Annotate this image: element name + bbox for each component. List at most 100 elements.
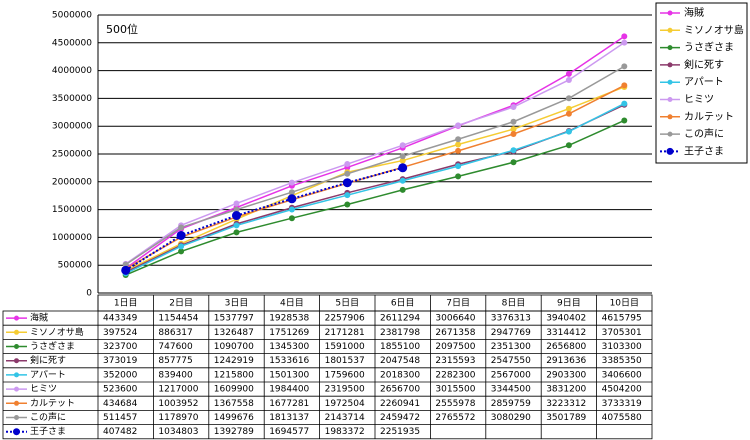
marker bbox=[178, 248, 185, 255]
table-row-label: ミソノオサ島 bbox=[30, 326, 84, 338]
table-cell: 2257906 bbox=[325, 314, 365, 324]
marker bbox=[399, 142, 406, 149]
legend-marker bbox=[666, 147, 674, 155]
table-cell: 1154454 bbox=[158, 314, 198, 324]
table-cell: 2097500 bbox=[435, 342, 475, 352]
marker bbox=[565, 95, 572, 102]
marker bbox=[232, 211, 241, 221]
table-cell: 857775 bbox=[158, 356, 192, 366]
table-cell: 3385350 bbox=[602, 356, 642, 366]
legend-marker bbox=[14, 415, 19, 420]
marker bbox=[621, 82, 628, 89]
table-cell: 3705301 bbox=[602, 328, 642, 338]
marker bbox=[178, 243, 185, 250]
table-row-label: アパート bbox=[30, 369, 66, 380]
marker bbox=[399, 177, 406, 184]
y-tick-label: 4500000 bbox=[52, 38, 92, 48]
marker bbox=[455, 163, 462, 170]
y-tick-label: 4000000 bbox=[52, 66, 92, 76]
marker bbox=[178, 224, 185, 231]
marker bbox=[342, 178, 352, 188]
legend-label: 海賊 bbox=[684, 6, 704, 19]
marker bbox=[122, 261, 129, 268]
table-cell: 2143714 bbox=[325, 413, 365, 423]
table-cell: 1090700 bbox=[214, 342, 254, 352]
series-line bbox=[125, 41, 625, 265]
table-cell: 1345300 bbox=[269, 342, 309, 352]
legend-marker bbox=[667, 97, 673, 102]
marker bbox=[565, 105, 572, 112]
marker bbox=[344, 192, 351, 199]
marker bbox=[510, 104, 517, 111]
table-row-label: 剣に死す bbox=[30, 355, 66, 366]
legend-marker bbox=[13, 428, 20, 436]
table-cell: 1034803 bbox=[158, 427, 198, 437]
table-cell: 1855100 bbox=[380, 342, 420, 352]
marker bbox=[510, 126, 517, 133]
marker bbox=[344, 170, 351, 177]
table-cell: 3344500 bbox=[491, 385, 531, 395]
table-cell: 523600 bbox=[103, 385, 138, 395]
table-cell: 3406600 bbox=[602, 370, 642, 380]
table-cell: 2547550 bbox=[491, 356, 531, 366]
table-cell: 397524 bbox=[103, 328, 138, 338]
marker bbox=[398, 163, 408, 173]
x-tick-label: 1日目 bbox=[114, 298, 138, 309]
marker bbox=[621, 33, 628, 40]
marker bbox=[344, 161, 351, 168]
table-cell: 1501300 bbox=[269, 370, 309, 380]
series-line bbox=[125, 166, 403, 272]
y-tick-label: 3000000 bbox=[52, 122, 92, 132]
marker bbox=[233, 206, 240, 213]
marker bbox=[233, 200, 240, 207]
table-cell: 2611294 bbox=[380, 314, 420, 324]
table-cell: 747600 bbox=[158, 342, 193, 352]
table-cell: 3080290 bbox=[491, 413, 531, 423]
series-line bbox=[125, 119, 625, 276]
legend-label: ヒミツ bbox=[684, 94, 714, 106]
y-tick-label: 2000000 bbox=[52, 177, 92, 187]
marker bbox=[565, 70, 572, 77]
table-cell: 2018300 bbox=[380, 370, 420, 380]
x-tick-label: 2日目 bbox=[169, 298, 193, 309]
y-tick-label: 1500000 bbox=[52, 205, 92, 215]
legend-marker bbox=[14, 358, 19, 364]
marker bbox=[287, 194, 297, 204]
table-cell: 1499676 bbox=[214, 413, 254, 423]
marker bbox=[399, 153, 406, 160]
marker bbox=[399, 157, 406, 164]
x-tick-label: 8日目 bbox=[502, 298, 526, 309]
legend-marker bbox=[14, 344, 19, 349]
table-cell: 839400 bbox=[158, 370, 193, 380]
legend-marker bbox=[14, 372, 19, 378]
x-tick-label: 7日目 bbox=[446, 298, 470, 309]
table-row-label: 王子さま bbox=[30, 426, 66, 437]
marker bbox=[510, 118, 517, 125]
marker bbox=[455, 136, 462, 143]
table-row-label: この声に bbox=[30, 411, 66, 423]
table-cell: 2319500 bbox=[325, 385, 365, 395]
legend-label: アパート bbox=[684, 76, 724, 88]
marker bbox=[565, 128, 572, 135]
table-cell: 1928538 bbox=[269, 314, 309, 324]
table-cell: 1984400 bbox=[269, 385, 309, 395]
table-cell: 2947769 bbox=[491, 328, 531, 338]
legend-label: カルテット bbox=[684, 111, 734, 123]
marker bbox=[510, 147, 517, 154]
table-frame bbox=[2, 310, 653, 440]
table-cell: 1801537 bbox=[325, 356, 365, 366]
y-tick-label: 0 bbox=[86, 289, 92, 299]
table-cell: 2555978 bbox=[435, 399, 475, 409]
table-cell: 3006640 bbox=[435, 314, 475, 324]
table-cell: 2903300 bbox=[546, 370, 586, 380]
table-row-label: ヒミツ bbox=[30, 384, 57, 395]
marker bbox=[510, 159, 517, 166]
table-cell: 3314412 bbox=[546, 328, 586, 338]
y-tick-label: 5000000 bbox=[52, 11, 92, 21]
table-cell: 2047548 bbox=[380, 356, 420, 366]
table-cell: 1983372 bbox=[325, 427, 365, 437]
table-cell: 2765572 bbox=[435, 413, 475, 423]
marker bbox=[455, 173, 462, 180]
marker bbox=[621, 63, 628, 70]
